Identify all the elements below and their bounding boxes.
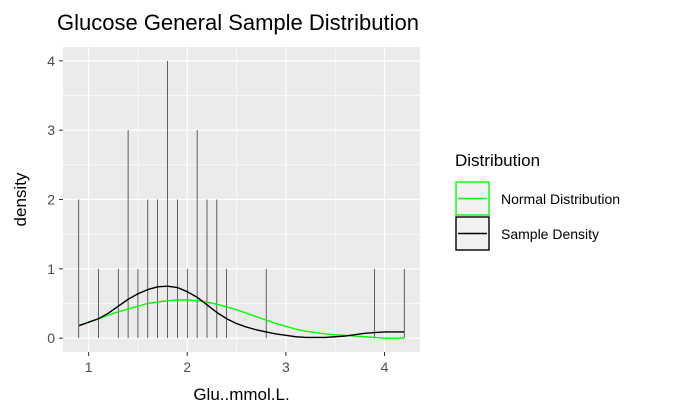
x-tick-label: 1	[85, 359, 93, 375]
y-tick-label: 2	[47, 192, 55, 208]
series-line-1	[78, 285, 405, 339]
x-tick-label: 2	[183, 359, 191, 375]
spikes	[78, 60, 405, 339]
y-axis-title: density	[11, 172, 30, 226]
x-tick-label: 4	[381, 359, 389, 375]
x-axis-title: Glu..mmol.L.	[193, 385, 289, 404]
grid	[63, 47, 420, 352]
x-tick-label: 3	[282, 359, 290, 375]
series-lines	[78, 285, 405, 339]
legend-label-sample: Sample Density	[501, 226, 599, 242]
y-tick-label: 4	[47, 53, 55, 69]
y-tick-label: 3	[47, 122, 55, 138]
chart-title: Glucose General Sample Distribution	[57, 10, 419, 35]
legend-item-sample: Sample Density	[455, 216, 599, 251]
y-tick-label: 0	[47, 330, 55, 346]
axis-ticks: 1 2 3 4 0 1 2 3 4	[47, 53, 388, 375]
legend-title: Distribution	[455, 151, 540, 170]
legend-label-normal: Normal Distribution	[501, 191, 620, 207]
legend: Distribution Normal Distribution Sample …	[455, 151, 620, 251]
legend-item-normal: Normal Distribution	[455, 181, 620, 216]
y-tick-label: 1	[47, 261, 55, 277]
